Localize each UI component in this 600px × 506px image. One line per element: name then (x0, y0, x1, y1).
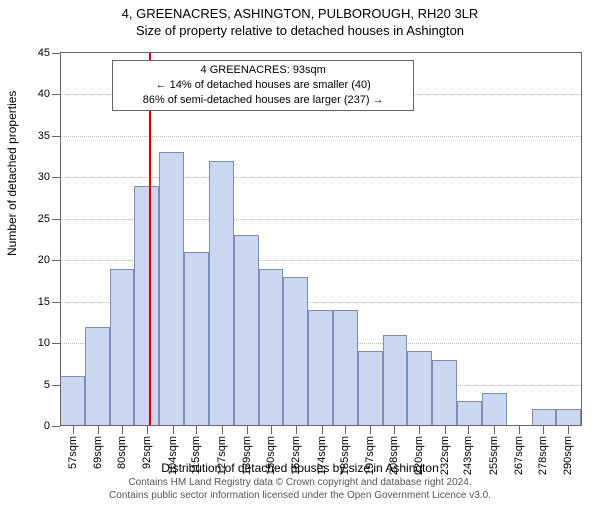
x-tick (147, 426, 148, 434)
histogram-bar (60, 376, 85, 426)
histogram-bar (110, 269, 135, 426)
histogram-bar (383, 335, 408, 426)
x-tick (468, 426, 469, 434)
x-tick (543, 426, 544, 434)
y-tick-label: 25 (38, 213, 50, 225)
y-tick-label: 20 (38, 254, 50, 266)
y-tick (52, 219, 60, 220)
histogram-bar (85, 327, 110, 426)
y-tick (52, 426, 60, 427)
gridline (60, 136, 581, 137)
x-axis (60, 425, 581, 426)
histogram-bar (358, 351, 383, 426)
x-tick (345, 426, 346, 434)
y-tick (52, 94, 60, 95)
y-tick (52, 260, 60, 261)
y-tick-label: 0 (44, 420, 50, 432)
y-tick-label: 45 (38, 47, 50, 59)
annotation-line: 86% of semi-detached houses are larger (… (119, 93, 407, 108)
x-tick (173, 426, 174, 434)
title-address: 4, GREENACRES, ASHINGTON, PULBOROUGH, RH… (0, 6, 600, 21)
chart-header: 4, GREENACRES, ASHINGTON, PULBOROUGH, RH… (0, 6, 600, 38)
x-tick (271, 426, 272, 434)
y-tick-label: 30 (38, 171, 50, 183)
x-tick (494, 426, 495, 434)
footer-line2: Contains public sector information licen… (0, 490, 600, 503)
x-tick (73, 426, 74, 434)
x-tick (394, 426, 395, 434)
x-tick (222, 426, 223, 434)
histogram-bar (184, 252, 209, 426)
y-tick (52, 177, 60, 178)
histogram-bar (407, 351, 432, 426)
histogram-bar (159, 152, 184, 426)
plot-area: 4 GREENACRES: 93sqm← 14% of detached hou… (60, 53, 581, 426)
annotation-line: 4 GREENACRES: 93sqm (119, 63, 407, 78)
y-tick-label: 15 (38, 296, 50, 308)
y-tick-label: 5 (44, 379, 50, 391)
histogram-bar (134, 186, 159, 426)
y-axis (60, 53, 61, 426)
histogram-bar (308, 310, 333, 426)
histogram-bar (259, 269, 284, 426)
x-axis-label: Distribution of detached houses by size … (0, 461, 600, 475)
y-tick (52, 53, 60, 54)
histogram-bar (532, 409, 557, 426)
x-tick (122, 426, 123, 434)
y-tick-label: 40 (38, 88, 50, 100)
y-tick-label: 35 (38, 130, 50, 142)
histogram-plot: 4 GREENACRES: 93sqm← 14% of detached hou… (60, 52, 582, 426)
x-tick (322, 426, 323, 434)
histogram-bar (209, 161, 234, 426)
y-tick (52, 136, 60, 137)
x-tick (370, 426, 371, 434)
gridline (60, 177, 581, 178)
x-tick (519, 426, 520, 434)
histogram-bar (556, 409, 581, 426)
y-tick (52, 385, 60, 386)
x-tick (568, 426, 569, 434)
x-tick (247, 426, 248, 434)
x-tick (296, 426, 297, 434)
footer-attribution: Contains HM Land Registry data © Crown c… (0, 477, 600, 502)
annotation-line: ← 14% of detached houses are smaller (40… (119, 78, 407, 93)
histogram-bar (482, 393, 507, 426)
y-tick (52, 302, 60, 303)
y-axis-label: Number of detached properties (5, 91, 19, 256)
x-tick (445, 426, 446, 434)
footer-line1: Contains HM Land Registry data © Crown c… (0, 477, 600, 490)
y-tick-label: 10 (38, 337, 50, 349)
title-subtitle: Size of property relative to detached ho… (0, 23, 600, 38)
annotation-box: 4 GREENACRES: 93sqm← 14% of detached hou… (112, 60, 414, 111)
histogram-bar (333, 310, 358, 426)
y-tick (52, 343, 60, 344)
histogram-bar (432, 360, 457, 426)
x-tick (419, 426, 420, 434)
x-tick (98, 426, 99, 434)
histogram-bar (234, 235, 259, 426)
x-tick (196, 426, 197, 434)
histogram-bar (283, 277, 308, 426)
histogram-bar (457, 401, 482, 426)
